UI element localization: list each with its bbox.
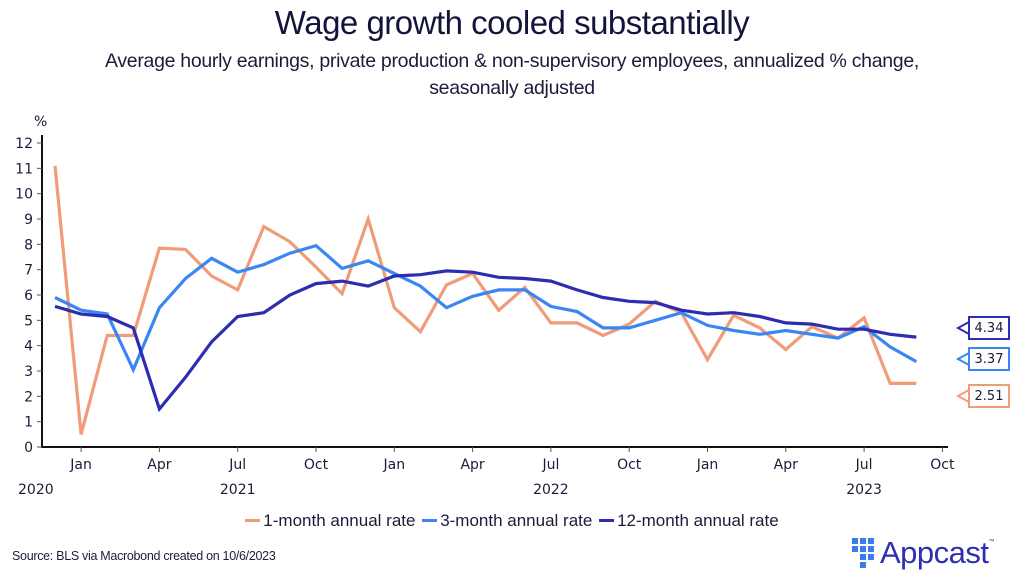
- y-tick-label: 1: [24, 415, 33, 431]
- end-label-pointer-3-month: [955, 352, 970, 366]
- x-tick-label: Jul: [855, 457, 873, 473]
- y-tick-label: 0: [24, 440, 33, 456]
- x-axis: Jan Apr Jul Oct Jan Apr Jul Oct Jan Apr Jul Oct 2020…: [18, 446, 955, 498]
- x-year-label: 2020: [18, 482, 54, 498]
- x-tick-label: Jan: [383, 457, 406, 473]
- end-label-12-month: 4.34: [968, 316, 1010, 340]
- x-year-label: 2021: [220, 482, 256, 498]
- end-label-3-month: 3.37: [968, 347, 1010, 371]
- end-label-pointer-1-month: [955, 389, 970, 403]
- legend-item-3-month: 3-month annual rate: [422, 511, 592, 531]
- y-tick-label: 12: [15, 136, 33, 152]
- y-tick-label: 5: [24, 313, 33, 329]
- series-line-12-month: [54, 269, 917, 413]
- legend-item-12-month: 12-month annual rate: [599, 511, 779, 531]
- x-year-label: 2023: [846, 482, 882, 498]
- legend-label-12-month: 12-month annual rate: [617, 510, 779, 530]
- chart-title: Wage growth cooled substantially: [274, 4, 750, 41]
- x-tick-label: Oct: [617, 457, 642, 473]
- x-tick-label: Jul: [228, 457, 246, 473]
- y-tick-label: 3: [24, 364, 33, 380]
- logo-trademark: ™: [988, 539, 995, 545]
- y-tick-label: 11: [15, 161, 33, 177]
- end-label-1-month: 2.51: [968, 384, 1010, 408]
- y-tick-label: 8: [24, 237, 33, 253]
- series-line-3-month: [54, 243, 918, 374]
- y-tick-label: 7: [24, 263, 33, 279]
- end-label-markers: [955, 321, 970, 403]
- x-tick-label: Jan: [69, 457, 92, 473]
- series-line-1-month: [53, 165, 917, 435]
- appcast-logo: Appcast ™: [852, 535, 995, 571]
- logo-wordmark: Appcast: [880, 535, 989, 570]
- legend-label-3-month: 3-month annual rate: [440, 510, 593, 530]
- logo-dots-icon: [852, 538, 874, 568]
- series-lines: [53, 165, 918, 435]
- end-label-pointer-12-month: [955, 321, 970, 335]
- y-axis-unit-label: %: [34, 114, 47, 130]
- x-tick-label: Jul: [541, 457, 559, 473]
- source-note: Source: BLS via Macrobond created on 10/…: [12, 549, 276, 563]
- y-tick-label: 4: [24, 339, 33, 355]
- y-tick-label: 6: [24, 288, 33, 304]
- legend: 1-month annual rate 3-month annual rate …: [0, 507, 1024, 531]
- legend-swatch-12-month: [599, 519, 615, 522]
- x-tick-label: Apr: [460, 457, 484, 473]
- chart-subtitle: Average hourly earnings, private product…: [105, 50, 919, 99]
- x-tick-label: Oct: [304, 457, 329, 473]
- y-tick-label: 2: [24, 389, 33, 405]
- x-tick-label: Jan: [696, 457, 719, 473]
- x-year-label: 2022: [533, 482, 569, 498]
- legend-swatch-3-month: [422, 519, 438, 522]
- legend-item-1-month: 1-month annual rate: [245, 511, 415, 531]
- x-tick-label: Oct: [930, 457, 955, 473]
- y-tick-label: 10: [15, 187, 33, 203]
- x-tick-label: Apr: [774, 457, 798, 473]
- legend-swatch-1-month: [245, 519, 261, 522]
- legend-label-1-month: 1-month annual rate: [263, 510, 416, 530]
- y-tick-label: 9: [24, 212, 33, 228]
- x-tick-label: Apr: [147, 457, 171, 473]
